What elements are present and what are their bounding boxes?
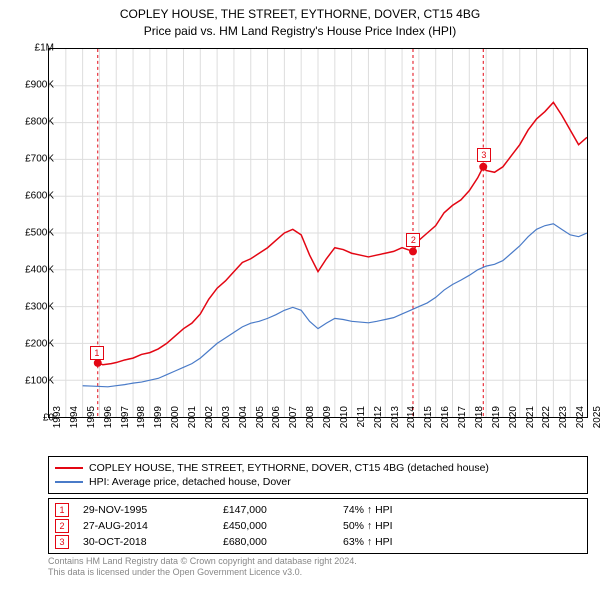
x-tick-label: 2025 bbox=[592, 406, 600, 434]
sale-marker: 1 bbox=[55, 503, 69, 517]
sale-marker: 2 bbox=[55, 519, 69, 533]
sale-row: 3 30-OCT-2018£680,00063% ↑ HPI bbox=[55, 534, 581, 550]
y-tick-label: £900K bbox=[14, 80, 54, 91]
sale-price: £147,000 bbox=[223, 504, 343, 516]
x-tick-label: 2007 bbox=[288, 406, 299, 434]
x-tick-label: 2012 bbox=[373, 406, 384, 434]
sale-hpi: 63% ↑ HPI bbox=[343, 536, 393, 548]
y-tick-label: £100K bbox=[14, 376, 54, 387]
x-tick-label: 2014 bbox=[406, 406, 417, 434]
x-tick-label: 2018 bbox=[474, 406, 485, 434]
y-tick-label: £0 bbox=[14, 413, 54, 424]
sale-row: 1 29-NOV-1995£147,00074% ↑ HPI bbox=[55, 502, 581, 518]
x-tick-label: 2002 bbox=[204, 406, 215, 434]
x-tick-label: 2004 bbox=[238, 406, 249, 434]
chart-svg bbox=[49, 49, 587, 417]
x-tick-label: 2010 bbox=[339, 406, 350, 434]
x-tick-label: 2021 bbox=[525, 406, 536, 434]
x-tick-label: 1995 bbox=[86, 406, 97, 434]
y-tick-label: £600K bbox=[14, 191, 54, 202]
sale-date: 29-NOV-1995 bbox=[83, 504, 223, 516]
chart-marker-1: 1 bbox=[90, 346, 104, 360]
y-tick-label: £800K bbox=[14, 117, 54, 128]
x-tick-label: 2008 bbox=[305, 406, 316, 434]
legend-label: COPLEY HOUSE, THE STREET, EYTHORNE, DOVE… bbox=[89, 462, 489, 474]
sale-price: £680,000 bbox=[223, 536, 343, 548]
x-tick-label: 2009 bbox=[322, 406, 333, 434]
sale-date: 27-AUG-2014 bbox=[83, 520, 223, 532]
sale-marker: 3 bbox=[55, 535, 69, 549]
x-tick-label: 1998 bbox=[136, 406, 147, 434]
x-tick-label: 2013 bbox=[390, 406, 401, 434]
x-tick-label: 2024 bbox=[575, 406, 586, 434]
footer-line-2: This data is licensed under the Open Gov… bbox=[48, 567, 588, 578]
legend-row: COPLEY HOUSE, THE STREET, EYTHORNE, DOVE… bbox=[55, 461, 581, 475]
chart-container: COPLEY HOUSE, THE STREET, EYTHORNE, DOVE… bbox=[0, 0, 600, 590]
title-line-1: COPLEY HOUSE, THE STREET, EYTHORNE, DOVE… bbox=[0, 6, 600, 23]
y-tick-label: £700K bbox=[14, 154, 54, 165]
x-tick-label: 1999 bbox=[153, 406, 164, 434]
chart-plot-area bbox=[48, 48, 588, 418]
sale-price: £450,000 bbox=[223, 520, 343, 532]
chart-marker-3: 3 bbox=[477, 148, 491, 162]
footer-line-1: Contains HM Land Registry data © Crown c… bbox=[48, 556, 588, 567]
sale-date: 30-OCT-2018 bbox=[83, 536, 223, 548]
x-tick-label: 2001 bbox=[187, 406, 198, 434]
x-tick-label: 2000 bbox=[170, 406, 181, 434]
y-tick-label: £200K bbox=[14, 339, 54, 350]
y-tick-label: £500K bbox=[14, 228, 54, 239]
sale-hpi: 50% ↑ HPI bbox=[343, 520, 393, 532]
title-block: COPLEY HOUSE, THE STREET, EYTHORNE, DOVE… bbox=[0, 0, 600, 40]
x-tick-label: 2005 bbox=[255, 406, 266, 434]
footer-attribution: Contains HM Land Registry data © Crown c… bbox=[48, 556, 588, 579]
x-tick-label: 2019 bbox=[491, 406, 502, 434]
x-tick-label: 1997 bbox=[120, 406, 131, 434]
legend-row: HPI: Average price, detached house, Dove… bbox=[55, 475, 581, 489]
x-tick-label: 2003 bbox=[221, 406, 232, 434]
x-tick-label: 2017 bbox=[457, 406, 468, 434]
legend-label: HPI: Average price, detached house, Dove… bbox=[89, 476, 291, 488]
x-tick-label: 1994 bbox=[69, 406, 80, 434]
legend-swatch bbox=[55, 481, 83, 483]
chart-marker-2: 2 bbox=[406, 233, 420, 247]
x-tick-label: 2016 bbox=[440, 406, 451, 434]
x-tick-label: 1996 bbox=[103, 406, 114, 434]
y-tick-label: £1M bbox=[14, 43, 54, 54]
x-tick-label: 2011 bbox=[356, 406, 367, 434]
sales-table: 1 29-NOV-1995£147,00074% ↑ HPI 2 27-AUG-201… bbox=[48, 498, 588, 554]
x-tick-label: 2023 bbox=[558, 406, 569, 434]
x-tick-label: 2006 bbox=[271, 406, 282, 434]
x-tick-label: 2015 bbox=[423, 406, 434, 434]
legend-box: COPLEY HOUSE, THE STREET, EYTHORNE, DOVE… bbox=[48, 456, 588, 494]
x-tick-label: 2020 bbox=[508, 406, 519, 434]
y-tick-label: £400K bbox=[14, 265, 54, 276]
title-line-2: Price paid vs. HM Land Registry's House … bbox=[0, 23, 600, 40]
sale-hpi: 74% ↑ HPI bbox=[343, 504, 393, 516]
x-tick-label: 2022 bbox=[541, 406, 552, 434]
y-tick-label: £300K bbox=[14, 302, 54, 313]
x-tick-label: 1993 bbox=[52, 406, 63, 434]
legend-swatch bbox=[55, 467, 83, 469]
sale-row: 2 27-AUG-2014£450,00050% ↑ HPI bbox=[55, 518, 581, 534]
